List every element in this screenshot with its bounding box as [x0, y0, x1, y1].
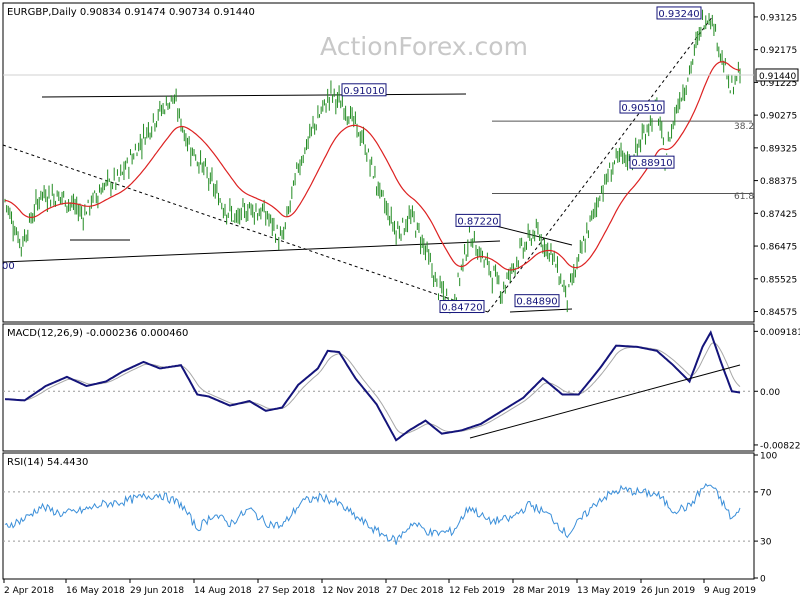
- macd-panel-frame: [2, 323, 755, 452]
- x-tick-label: 26 Jun 2019: [641, 586, 695, 596]
- x-tick-label: 13 May 2019: [577, 586, 636, 596]
- channel-top-line: [491, 224, 573, 246]
- x-axis: 2 Apr 2018 16 May 2018 29 Jun 2018 14 Aug 2…: [3, 579, 756, 596]
- resistance-line: [41, 93, 467, 98]
- level-label: 0.90510: [621, 103, 662, 114]
- price-header: EURGBP,Daily 0.90834 0.91474 0.90734 0.9…: [7, 7, 255, 18]
- rsi-y-tick-label: 30: [760, 538, 772, 548]
- fib-lines: [492, 120, 752, 195]
- level-label: 0.84720: [441, 303, 482, 314]
- level-box: [514, 294, 560, 308]
- current-price-box: [755, 68, 799, 82]
- current-price-marker: 0.91440: [3, 68, 799, 82]
- rsi-y-tick-label: 0: [760, 575, 766, 585]
- level-box: [455, 213, 501, 227]
- x-tick-label: 2 Apr 2018: [4, 586, 54, 596]
- level-box: [619, 100, 665, 114]
- price-y-tick-label: 0.91225: [760, 79, 797, 89]
- price-y-tick-label: 0.84575: [760, 308, 797, 318]
- fib-618-label: 61.8: [734, 192, 754, 202]
- x-tick-label: 27 Dec 2018: [386, 586, 444, 596]
- level-label: 0.91010: [343, 86, 384, 97]
- price-y-tick-label: 0.87425: [760, 210, 797, 220]
- price-y-tick-label: 0.90275: [760, 112, 797, 122]
- price-level-labels: 0.93240 0.91010 0.90510 0.88910 0.87220 0.848…: [341, 6, 702, 314]
- macd-line: [4, 330, 741, 442]
- macd-y-tick-label: -0.008225: [760, 441, 800, 451]
- rsi-panel-frame: [2, 452, 755, 580]
- channel-bottom-line: [509, 308, 573, 313]
- ema-line: [4, 61, 741, 271]
- price-y-axis: 0.93125 0.92175 0.91225 0.90275 0.89325 0.883…: [754, 13, 797, 318]
- level-label: 0.84890: [516, 297, 557, 308]
- x-tick-label: 28 Mar 2019: [513, 586, 570, 596]
- rsi-header: RSI(14) 54.4430: [7, 457, 88, 468]
- level-box: [341, 83, 387, 97]
- x-tick-label: 12 Nov 2018: [322, 586, 380, 596]
- level-box: [439, 300, 485, 314]
- macd-y-tick-label: 0.009181: [760, 328, 800, 338]
- price-y-tick-label: 0.93125: [760, 13, 797, 23]
- price-y-tick-label: 0.85525: [760, 275, 797, 285]
- support-line: [2, 240, 501, 263]
- macd-y-axis: 0.009181 0.00 -0.008225: [754, 328, 800, 451]
- x-tick-label: 14 Aug 2018: [194, 586, 252, 596]
- x-tick-label: 16 May 2018: [66, 586, 125, 596]
- rsi-y-tick-label: 70: [760, 488, 772, 498]
- watermark-text: ActionForex.com: [320, 32, 528, 61]
- x-tick-label: 12 Feb 2019: [449, 586, 505, 596]
- rsi-line: [4, 483, 741, 545]
- price-panel-frame: [2, 2, 755, 323]
- price-partial-left-label: 00: [2, 261, 15, 272]
- level-label: 0.93240: [658, 9, 699, 20]
- price-y-tick-label: 0.88375: [760, 177, 797, 187]
- dashed-rise-line: [487, 15, 714, 313]
- price-trendlines: [2, 15, 714, 313]
- level-box: [656, 6, 702, 20]
- fib-382-label: 38.2: [734, 122, 754, 132]
- x-tick-label: 9 Aug 2019: [704, 586, 756, 596]
- level-label: 0.88910: [631, 158, 672, 169]
- macd-signal-line: [5, 342, 741, 435]
- level-box: [629, 155, 675, 169]
- price-y-tick-label: 0.89325: [760, 144, 797, 154]
- x-tick-label: 27 Sep 2018: [258, 586, 315, 596]
- current-price-label: 0.91440: [759, 72, 796, 82]
- macd-lines: [3, 330, 754, 442]
- x-tick-label: 29 Jun 2018: [130, 586, 184, 596]
- macd-trendline: [469, 364, 741, 439]
- ema-line-group: [4, 61, 741, 271]
- price-y-tick-label: 0.92175: [760, 46, 797, 56]
- rsi-lines: [3, 483, 754, 545]
- dashed-trendline: [2, 144, 489, 313]
- price-y-tick-label: 0.86475: [760, 243, 797, 253]
- macd-y-tick-label: 0.00: [760, 388, 780, 398]
- macd-header: MACD(12,26,9) -0.000236 0.000460: [7, 328, 188, 339]
- level-label: 0.87220: [457, 216, 498, 227]
- rsi-y-axis: 100 70 30 0: [754, 452, 777, 585]
- rsi-y-tick-label: 100: [760, 452, 777, 462]
